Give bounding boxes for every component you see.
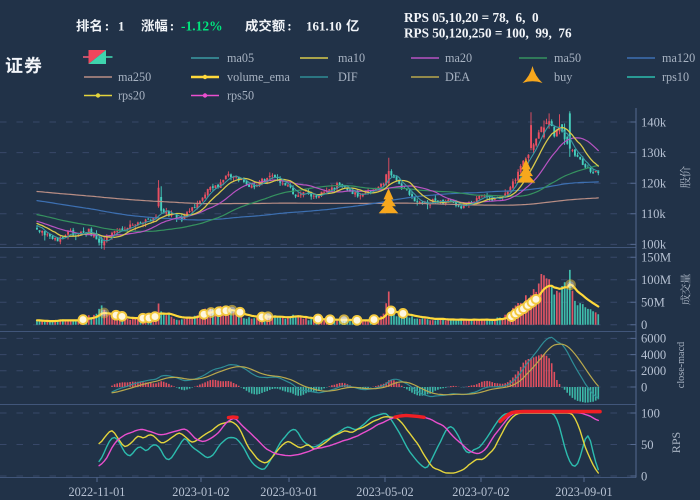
svg-text:2023-05-02: 2023-05-02 bbox=[356, 485, 413, 499]
svg-text:120k: 120k bbox=[641, 177, 667, 191]
svg-text:ma05: ma05 bbox=[227, 51, 254, 65]
svg-text:110k: 110k bbox=[641, 207, 666, 221]
svg-text:rps20: rps20 bbox=[118, 89, 145, 103]
svg-text:-1.12%: -1.12% bbox=[181, 19, 223, 34]
svg-text:1: 1 bbox=[118, 19, 125, 34]
svg-text:50: 50 bbox=[641, 438, 654, 452]
svg-text:0: 0 bbox=[641, 469, 647, 483]
svg-text:RPS 50,120,250 = 100, 99, 76: RPS 50,120,250 = 100, 99, 76 bbox=[404, 26, 572, 41]
svg-text:RPS 05,10,20 = 78, 6, 0: RPS 05,10,20 = 78, 6, 0 bbox=[404, 10, 539, 25]
svg-text:2023-09-01: 2023-09-01 bbox=[555, 485, 612, 499]
svg-text:ma50: ma50 bbox=[554, 51, 581, 65]
svg-text:100k: 100k bbox=[641, 238, 667, 252]
svg-text:2023-03-01: 2023-03-01 bbox=[260, 485, 317, 499]
svg-text:2023-01-02: 2023-01-02 bbox=[172, 485, 229, 499]
svg-text:0: 0 bbox=[641, 380, 647, 394]
svg-text:161.10: 161.10 bbox=[306, 19, 342, 34]
svg-text:50M: 50M bbox=[641, 296, 665, 310]
svg-text:130k: 130k bbox=[641, 146, 667, 160]
svg-text::: : bbox=[105, 19, 110, 34]
svg-text:100: 100 bbox=[641, 406, 660, 420]
svg-text:DEA: DEA bbox=[445, 70, 470, 84]
svg-text:buy: buy bbox=[554, 70, 573, 84]
svg-text:ma20: ma20 bbox=[445, 51, 472, 65]
svg-text:volume_ema: volume_ema bbox=[227, 70, 291, 84]
svg-text:2023-07-02: 2023-07-02 bbox=[452, 485, 509, 499]
svg-text:close-macd: close-macd bbox=[676, 342, 687, 388]
svg-text:4000: 4000 bbox=[641, 348, 666, 362]
svg-text:ma10: ma10 bbox=[338, 51, 365, 65]
svg-text:2000: 2000 bbox=[641, 364, 666, 378]
svg-text:ma120: ma120 bbox=[662, 51, 695, 65]
svg-text:DIF: DIF bbox=[338, 70, 358, 84]
svg-text:0: 0 bbox=[641, 318, 647, 332]
svg-text:ma250: ma250 bbox=[118, 70, 151, 84]
svg-text:rps50: rps50 bbox=[227, 89, 254, 103]
svg-text:150M: 150M bbox=[641, 251, 671, 265]
svg-text:6000: 6000 bbox=[641, 332, 666, 346]
svg-text::: : bbox=[287, 19, 292, 34]
svg-text::: : bbox=[170, 19, 175, 34]
svg-text:2022-11-01: 2022-11-01 bbox=[69, 485, 126, 499]
svg-text:100M: 100M bbox=[641, 273, 671, 287]
svg-text:RPS: RPS bbox=[669, 432, 683, 453]
svg-text:rps10: rps10 bbox=[662, 70, 689, 84]
svg-text:140k: 140k bbox=[641, 115, 667, 129]
